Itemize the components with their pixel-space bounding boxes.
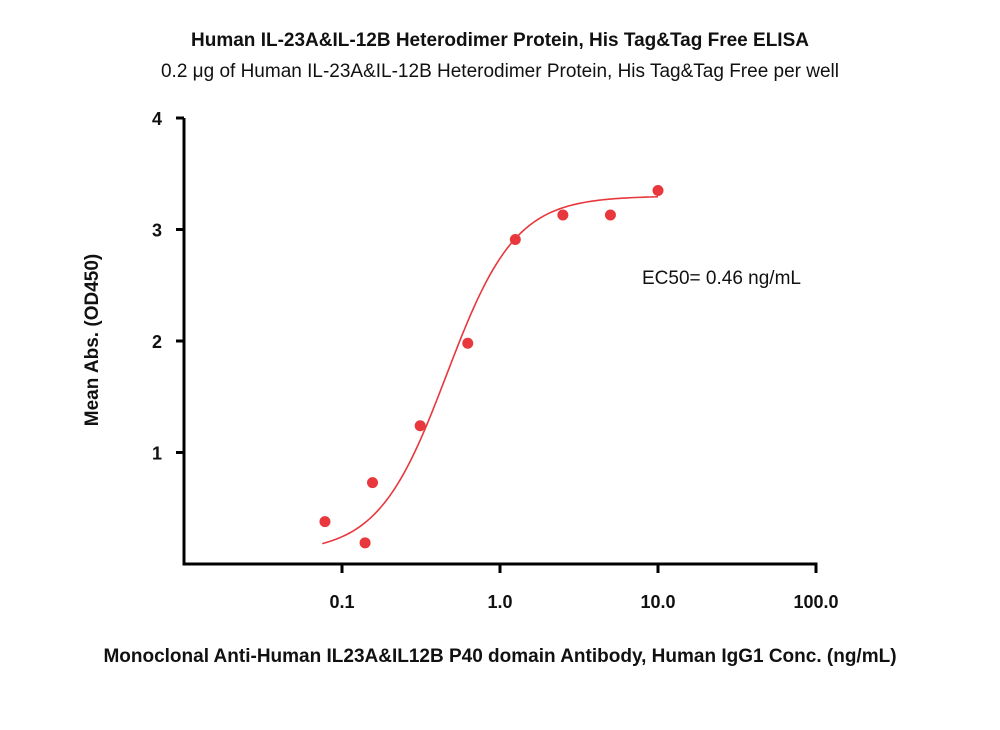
x-axis-label: Monoclonal Anti-Human IL23A&IL12B P40 do…: [103, 646, 897, 667]
data-point: [557, 209, 569, 221]
data-points-layer: [319, 184, 664, 549]
data-point: [509, 234, 521, 246]
data-point: [367, 477, 379, 489]
y-tick-label: 2: [152, 332, 162, 352]
chart-title: Human IL-23A&IL-12B Heterodimer Protein,…: [191, 30, 809, 51]
data-point: [359, 537, 371, 549]
chart-subtitle: 0.2 μg of Human IL-23A&IL-12B Heterodime…: [160, 61, 840, 82]
data-point: [462, 337, 474, 349]
y-tick-label: 3: [152, 221, 162, 241]
data-point: [652, 184, 664, 196]
axes: 1 2 3 4 0.1 1.0 10.0 100.0: [152, 109, 839, 612]
x-tick-label: 10.0: [640, 592, 675, 612]
fit-curve-layer: [322, 196, 659, 545]
fit-curve: [322, 196, 659, 545]
data-point: [414, 420, 426, 432]
x-tick-label: 0.1: [329, 592, 354, 612]
x-tick-label: 100.0: [793, 592, 838, 612]
y-tick-label: 4: [152, 109, 162, 129]
y-tick-label: 1: [152, 444, 162, 464]
ec50-annotation: EC50= 0.46 ng/mL: [642, 268, 801, 289]
x-tick-label: 1.0: [487, 592, 512, 612]
data-point: [319, 516, 331, 528]
data-point: [604, 209, 616, 221]
